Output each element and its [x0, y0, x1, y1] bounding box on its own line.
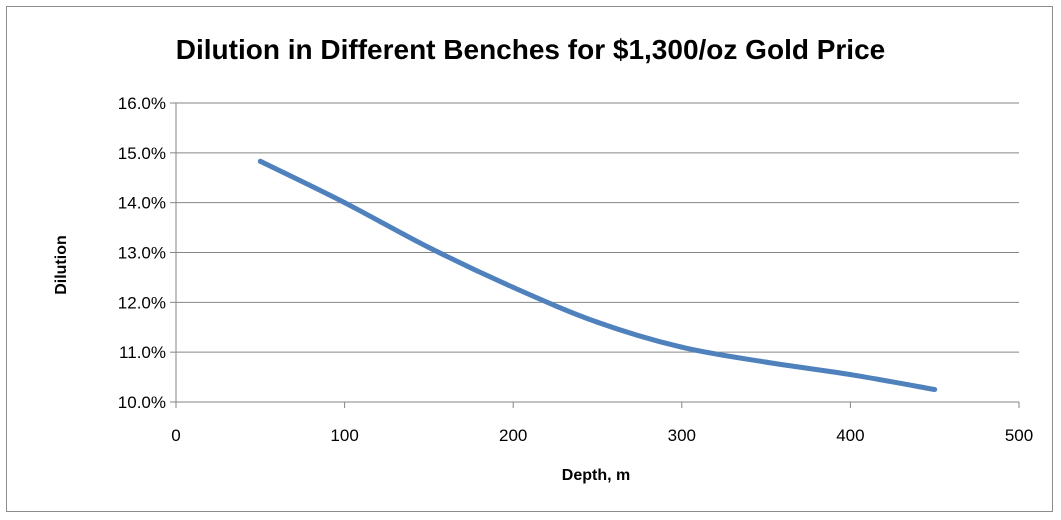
- x-axis-title: Depth, m: [562, 467, 630, 484]
- chart-area: [6, 6, 1053, 512]
- x-tick-label: 500: [1005, 426, 1033, 445]
- data-point: [847, 372, 853, 378]
- data-point: [257, 158, 263, 164]
- x-tick-label: 400: [836, 426, 864, 445]
- x-tick-label: 0: [171, 426, 180, 445]
- data-point: [426, 245, 432, 251]
- y-tick-label: 14.0%: [118, 194, 166, 213]
- chart-title: Dilution in Different Benches for $1,300…: [175, 34, 886, 65]
- data-point: [342, 200, 348, 206]
- data-point: [595, 319, 600, 325]
- data-point: [679, 344, 685, 350]
- series-line: [259, 159, 936, 393]
- data-point: [763, 359, 769, 365]
- y-tick-label: 10.0%: [118, 393, 166, 412]
- x-tick-label: 200: [499, 426, 527, 445]
- data-point: [932, 387, 938, 393]
- y-axis-title: Dilution: [53, 235, 70, 295]
- data-point: [510, 284, 516, 290]
- x-tick-label: 300: [668, 426, 696, 445]
- y-tick-label: 16.0%: [118, 94, 166, 113]
- y-tick-label: 13.0%: [118, 244, 166, 263]
- y-tick-label: 15.0%: [118, 144, 166, 163]
- y-tick-label: 11.0%: [119, 343, 166, 362]
- x-tick-label: 100: [330, 426, 358, 445]
- y-tick-label: 12.0%: [118, 293, 166, 312]
